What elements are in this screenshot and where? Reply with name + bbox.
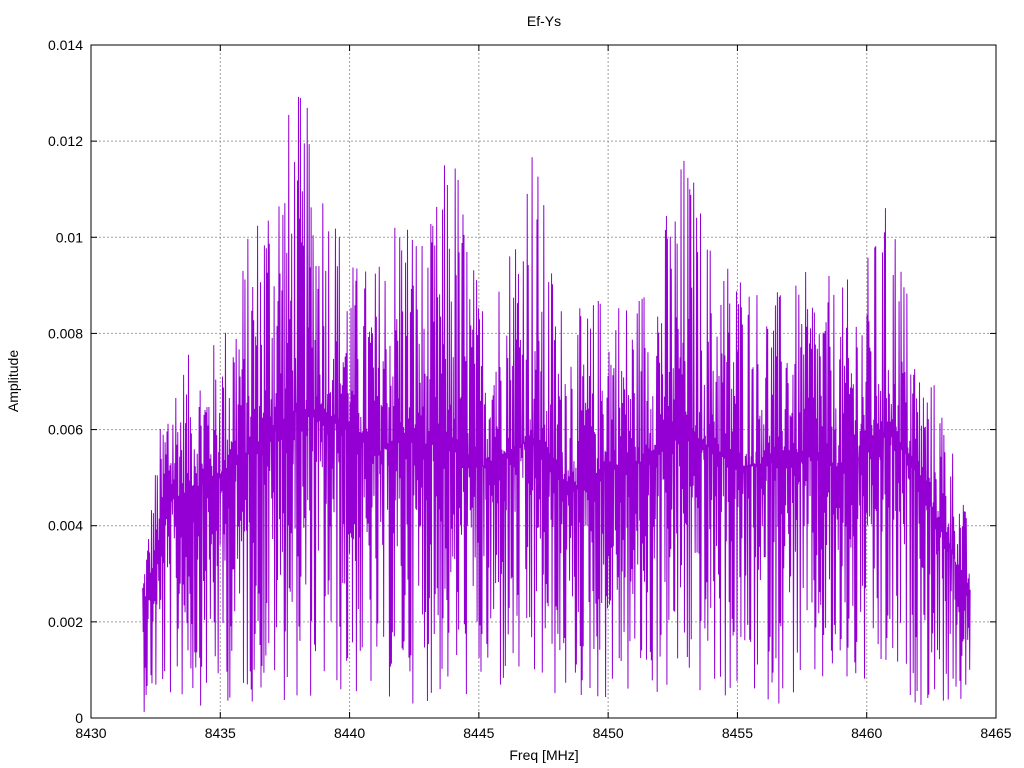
y-tick-label: 0.004	[48, 518, 83, 534]
plot-frame	[90, 44, 997, 719]
x-tick-label: 8450	[593, 725, 624, 741]
x-tick-label: 8460	[851, 725, 882, 741]
y-axis-label: Amplitude	[5, 350, 21, 412]
chart-title: Ef-Ys	[527, 13, 561, 29]
y-tick-label: 0	[75, 710, 83, 726]
y-tick-label: 0.014	[48, 37, 83, 53]
x-tick-label: 8445	[463, 725, 494, 741]
plot-area	[142, 96, 971, 712]
y-tick-label: 0.008	[48, 325, 83, 341]
x-tick-label: 8430	[75, 725, 106, 741]
x-tick-label: 8455	[722, 725, 753, 741]
y-tick-label: 0.002	[48, 614, 83, 630]
series-line	[142, 96, 971, 712]
x-axis-label: Freq [MHz]	[509, 747, 578, 763]
x-tick-label: 8440	[334, 725, 365, 741]
x-tick-label: 8465	[980, 725, 1011, 741]
y-tick-label: 0.012	[48, 133, 83, 149]
x-tick-label: 8435	[205, 725, 236, 741]
y-tick-label: 0.01	[56, 229, 83, 245]
axes: 8430 8435 8440 8445 8450 8455 8460 8465 0 0.002 0.…	[48, 37, 1012, 741]
y-tick-label: 0.006	[48, 422, 83, 438]
